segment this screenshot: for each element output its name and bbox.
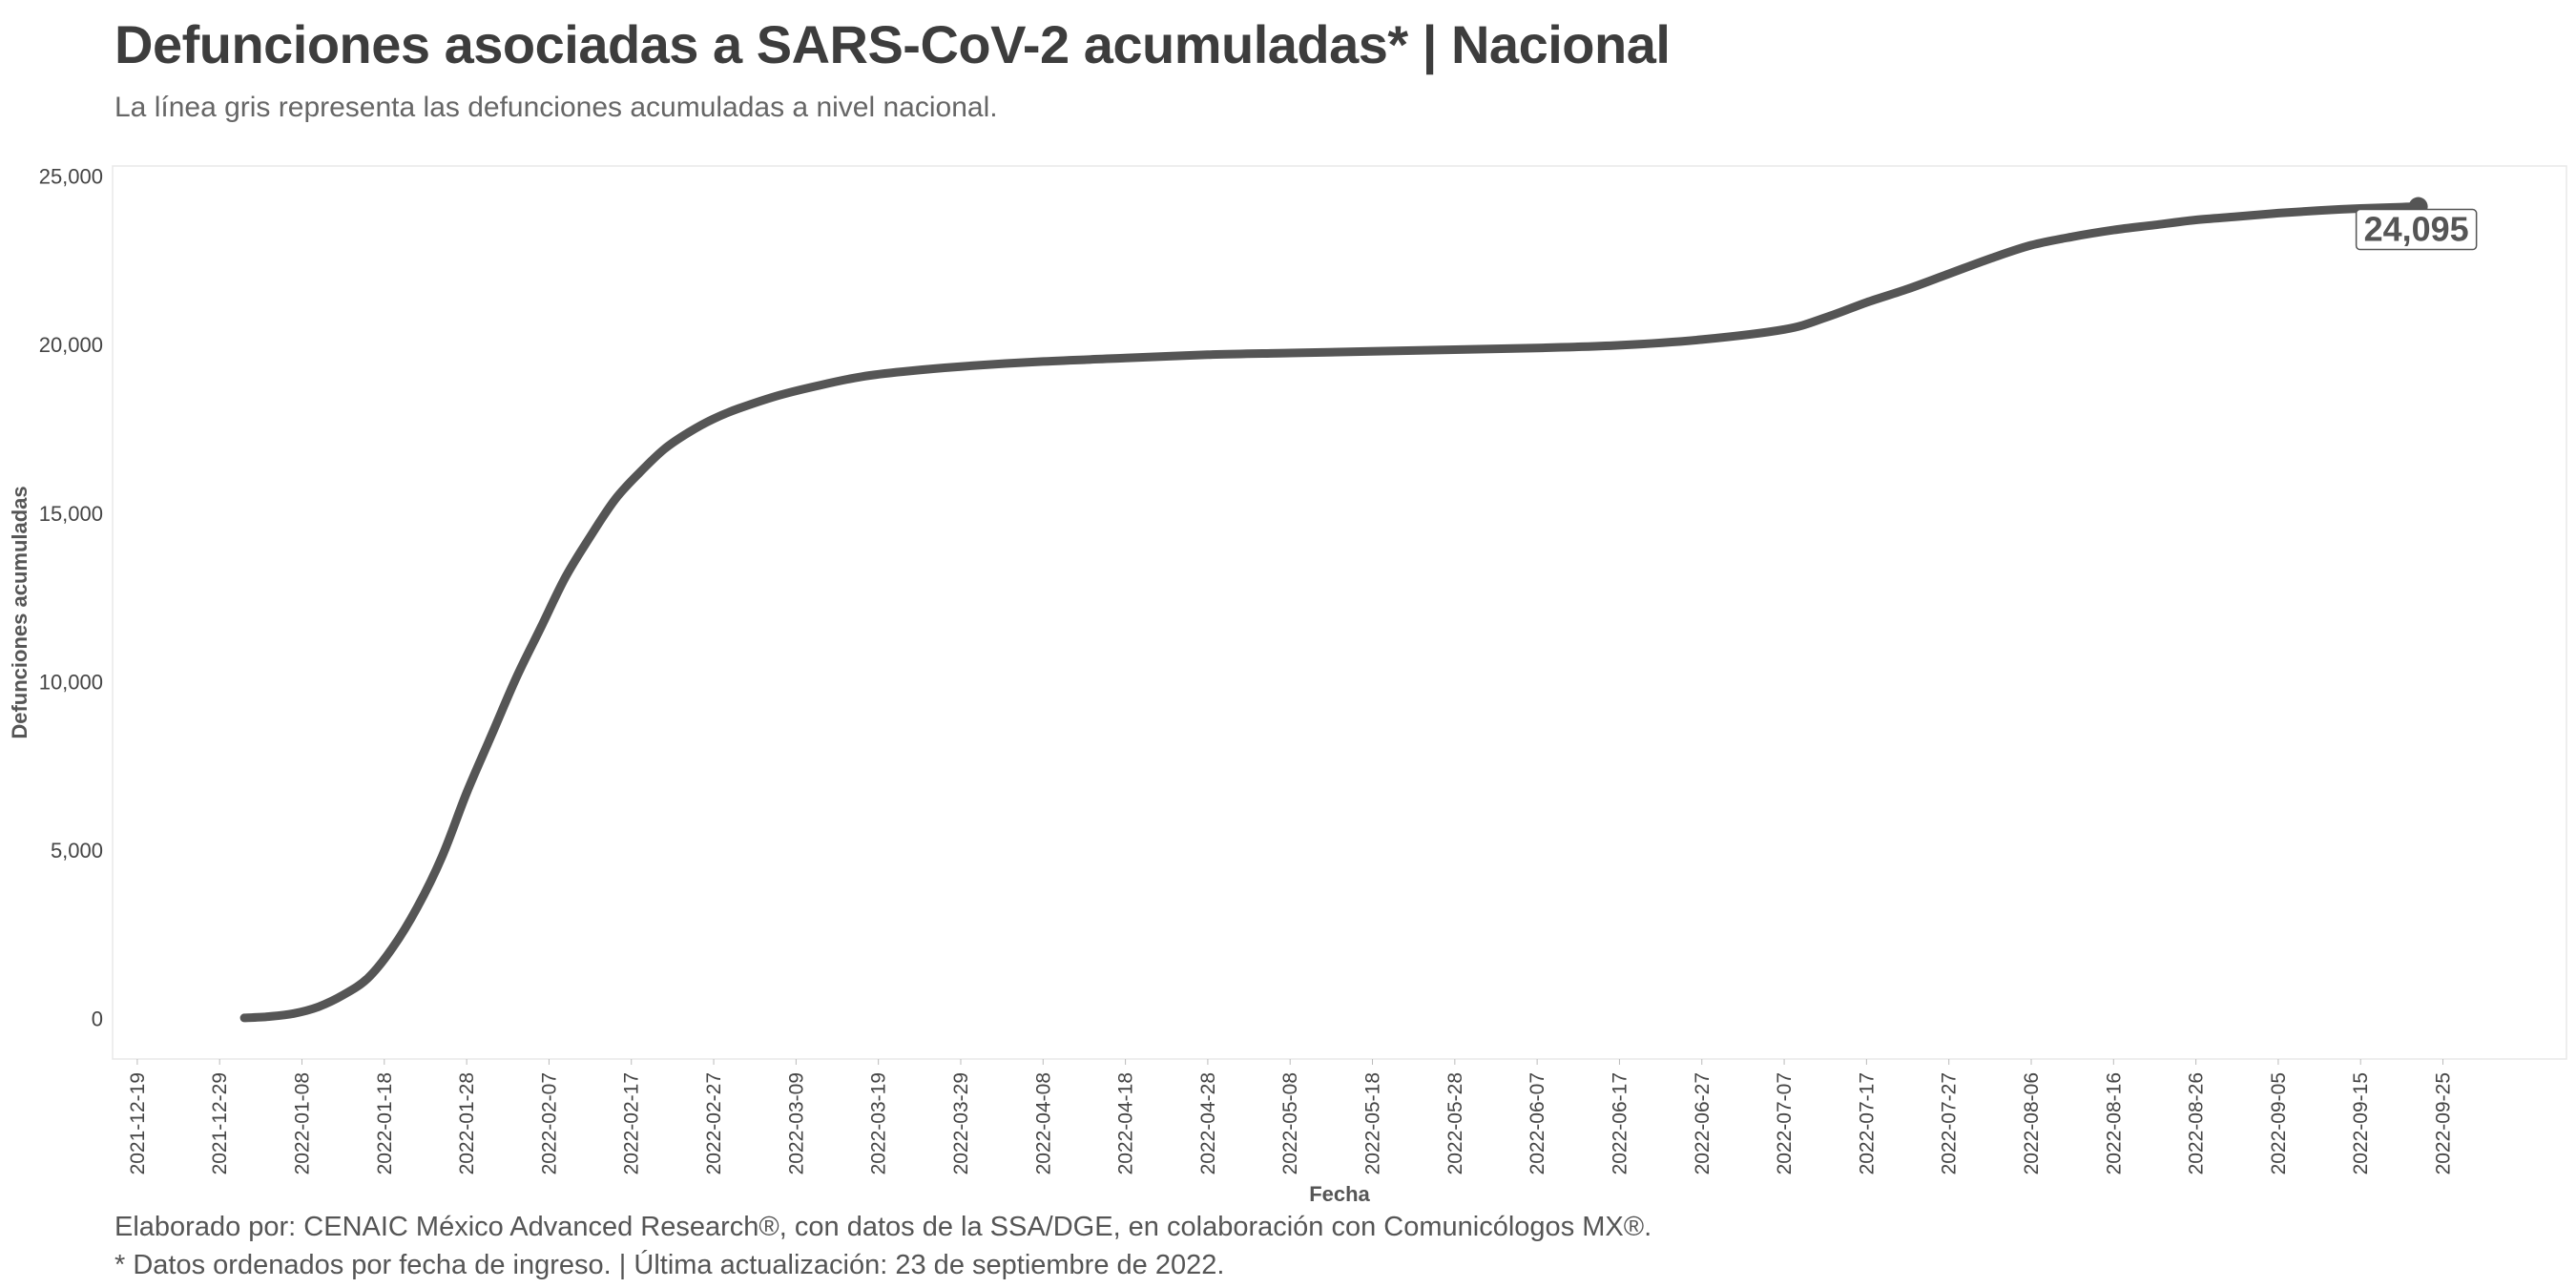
x-tick-label: 2022-03-09 bbox=[785, 1072, 807, 1174]
y-tick-label: 10,000 bbox=[39, 670, 103, 694]
x-tick-label: 2022-09-05 bbox=[2268, 1072, 2290, 1174]
x-tick-label: 2022-04-28 bbox=[1197, 1072, 1219, 1174]
y-tick-label: 25,000 bbox=[39, 165, 103, 189]
x-tick-label: 2022-07-27 bbox=[1939, 1072, 1961, 1174]
x-tick-label: 2022-02-07 bbox=[538, 1072, 560, 1174]
x-tick-label: 2022-05-08 bbox=[1279, 1072, 1301, 1174]
x-tick-label: 2022-01-08 bbox=[292, 1072, 314, 1174]
x-tick-label: 2022-05-18 bbox=[1362, 1072, 1384, 1174]
y-axis-ticks: 0 5,000 10,000 15,000 20,000 25,000 bbox=[39, 165, 103, 1031]
series-line-defunciones bbox=[239, 202, 2423, 1023]
x-tick-label: 2022-04-18 bbox=[1115, 1072, 1137, 1174]
x-tick-label: 2022-01-18 bbox=[374, 1072, 396, 1174]
x-tick-label: 2022-08-16 bbox=[2103, 1072, 2125, 1174]
x-tick-label: 2022-06-27 bbox=[1692, 1072, 1714, 1174]
x-tick-label: 2022-06-07 bbox=[1527, 1072, 1548, 1174]
x-tick-label: 2022-08-26 bbox=[2186, 1072, 2208, 1174]
end-value-label: 24,095 bbox=[2364, 210, 2469, 249]
y-tick-label: 15,000 bbox=[39, 502, 103, 526]
end-label-box bbox=[2355, 208, 2478, 251]
y-tick-label: 20,000 bbox=[39, 333, 103, 357]
plot-area bbox=[112, 165, 2567, 1060]
x-tick-label: 2022-09-15 bbox=[2350, 1072, 2372, 1174]
x-tick-label: 2021-12-19 bbox=[127, 1072, 149, 1174]
y-tick-label: 0 bbox=[92, 1008, 103, 1031]
x-tick-label: 2022-08-06 bbox=[2021, 1072, 2043, 1174]
chart-title: Defunciones asociadas a SARS-CoV-2 acumu… bbox=[114, 14, 1671, 74]
x-tick-label: 2021-12-29 bbox=[209, 1072, 231, 1174]
x-tick-label: 2022-01-28 bbox=[456, 1072, 478, 1174]
x-tick-label: 2022-02-17 bbox=[621, 1072, 643, 1174]
chart-caption: Elaborado por: CENAIC México Advanced Re… bbox=[114, 1208, 1652, 1284]
y-axis-label: Defunciones acumuladas bbox=[8, 486, 31, 738]
x-axis-ticks: 2021-12-19 2021-12-29 2022-01-08 2022-01-18… bbox=[127, 1059, 2455, 1174]
x-tick-label: 2022-07-17 bbox=[1856, 1072, 1878, 1174]
x-tick-label: 2022-02-27 bbox=[703, 1072, 725, 1174]
x-tick-label: 2022-03-19 bbox=[868, 1072, 890, 1174]
chart-subtitle: La línea gris representa las defunciones… bbox=[114, 92, 998, 123]
x-tick-label: 2022-09-25 bbox=[2433, 1072, 2455, 1174]
caption-credits: Elaborado por: CENAIC México Advanced Re… bbox=[114, 1212, 1652, 1242]
x-tick-label: 2022-05-28 bbox=[1444, 1072, 1466, 1174]
x-tick-label: 2022-06-17 bbox=[1609, 1072, 1631, 1174]
x-axis-label: Fecha bbox=[1309, 1182, 1370, 1206]
x-tick-label: 2022-03-29 bbox=[950, 1072, 972, 1174]
y-tick-label: 5,000 bbox=[51, 839, 103, 862]
caption-note: * Datos ordenados por fecha de ingreso. … bbox=[114, 1250, 1225, 1280]
x-tick-label: 2022-07-07 bbox=[1774, 1072, 1796, 1174]
x-tick-label: 2022-04-08 bbox=[1032, 1072, 1054, 1174]
